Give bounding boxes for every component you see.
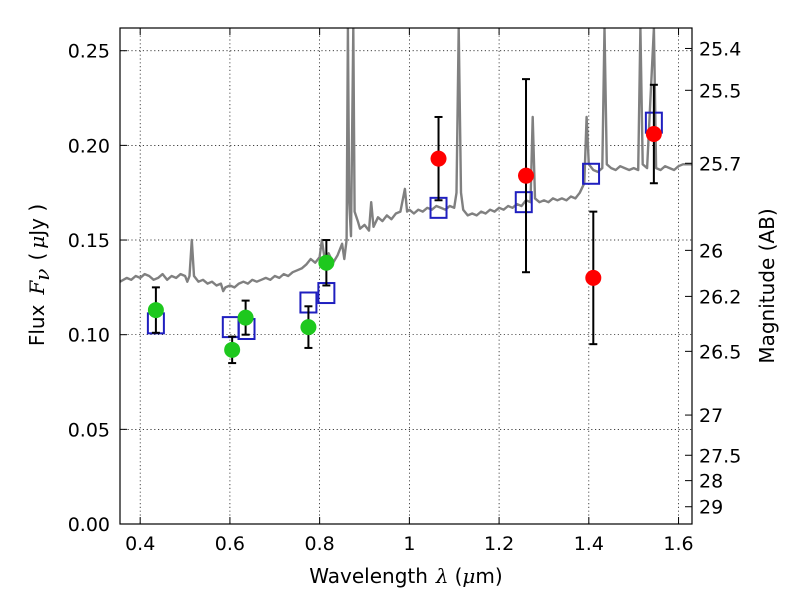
y-axis-unit-mu: μ — [25, 236, 49, 249]
infrared-photometry-point — [430, 150, 447, 167]
y2-tick-label: 25.7 — [699, 153, 741, 175]
model-bandpass-marker — [582, 162, 601, 185]
optical-photometry-point — [318, 254, 335, 271]
x-axis-title: Wavelength λ (μm) — [309, 564, 502, 588]
y2-tick-label: 29 — [699, 497, 723, 519]
x-tick-label: 0.6 — [215, 533, 245, 555]
y2-tick-label: 26.5 — [699, 341, 741, 363]
y2-tick-label: 26 — [699, 240, 723, 262]
y-axis-title-text: Flux — [25, 304, 49, 346]
x-tick-label: 1 — [403, 533, 415, 555]
x-axis-unit-rest: m) — [475, 564, 502, 588]
infrared-photometry-point — [645, 126, 662, 143]
model-bandpass-marker — [221, 316, 240, 339]
y-tick-label: 0.05 — [68, 419, 110, 441]
frame-layer — [119, 27, 693, 525]
spectrum-layer — [120, 28, 692, 293]
y-axis-unit-rest: Jy ) — [25, 204, 49, 238]
model-bandpass-marker — [514, 191, 533, 214]
y2-axis-title: Magnitude (AB) — [755, 208, 779, 363]
y-axis-unit-open: ( — [25, 253, 49, 261]
y-axis-symbol-sub: ν — [30, 269, 54, 281]
x-axis-symbol: λ — [435, 564, 449, 588]
y-tick-label: 0.15 — [68, 230, 110, 252]
y-tick-label: 0.00 — [68, 514, 110, 536]
y2-tick-label: 27.5 — [699, 445, 741, 467]
y-axis-symbol: F — [25, 280, 49, 296]
ticks-layer: 0.4 0.6 0.8 1 1.2 1.4 1.6 0.00 0.05 0.10 0.15 0.20 0… — [68, 28, 741, 555]
x-tick-label: 1.6 — [663, 533, 693, 555]
x-tick-label: 0.4 — [125, 533, 155, 555]
y-tick-label: 0.25 — [68, 41, 110, 63]
y2-tick-label: 28 — [699, 471, 723, 493]
x-axis-unit-open: ( — [455, 564, 463, 588]
optical-photometry-point — [237, 309, 254, 326]
x-axis-unit-mu: μ — [462, 564, 475, 588]
y2-tick-label: 27 — [699, 405, 723, 427]
model-spectrum-line — [120, 28, 692, 293]
y2-tick-label: 25.5 — [699, 80, 741, 102]
y2-tick-label: 25.4 — [699, 38, 741, 60]
optical-photometry-point — [300, 319, 317, 336]
x-axis-title-text: Wavelength — [309, 564, 428, 588]
optical-photometry-point — [147, 302, 164, 319]
infrared-photometry-point — [585, 269, 602, 286]
x-tick-label: 1.2 — [484, 533, 514, 555]
errorbar-layer — [151, 78, 658, 365]
x-tick-label: 1.4 — [574, 533, 604, 555]
infrared-photometry-point — [518, 167, 535, 184]
plot-frame — [119, 27, 693, 525]
y-tick-label: 0.20 — [68, 135, 110, 157]
y-axis-title: Flux Fν ( μJy ) — [25, 204, 54, 346]
x-tick-label: 0.8 — [305, 533, 335, 555]
y-tick-label: 0.10 — [68, 325, 110, 347]
y2-tick-label: 26.2 — [699, 286, 741, 308]
optical-photometry-point — [224, 341, 241, 358]
points-layer — [147, 126, 662, 358]
